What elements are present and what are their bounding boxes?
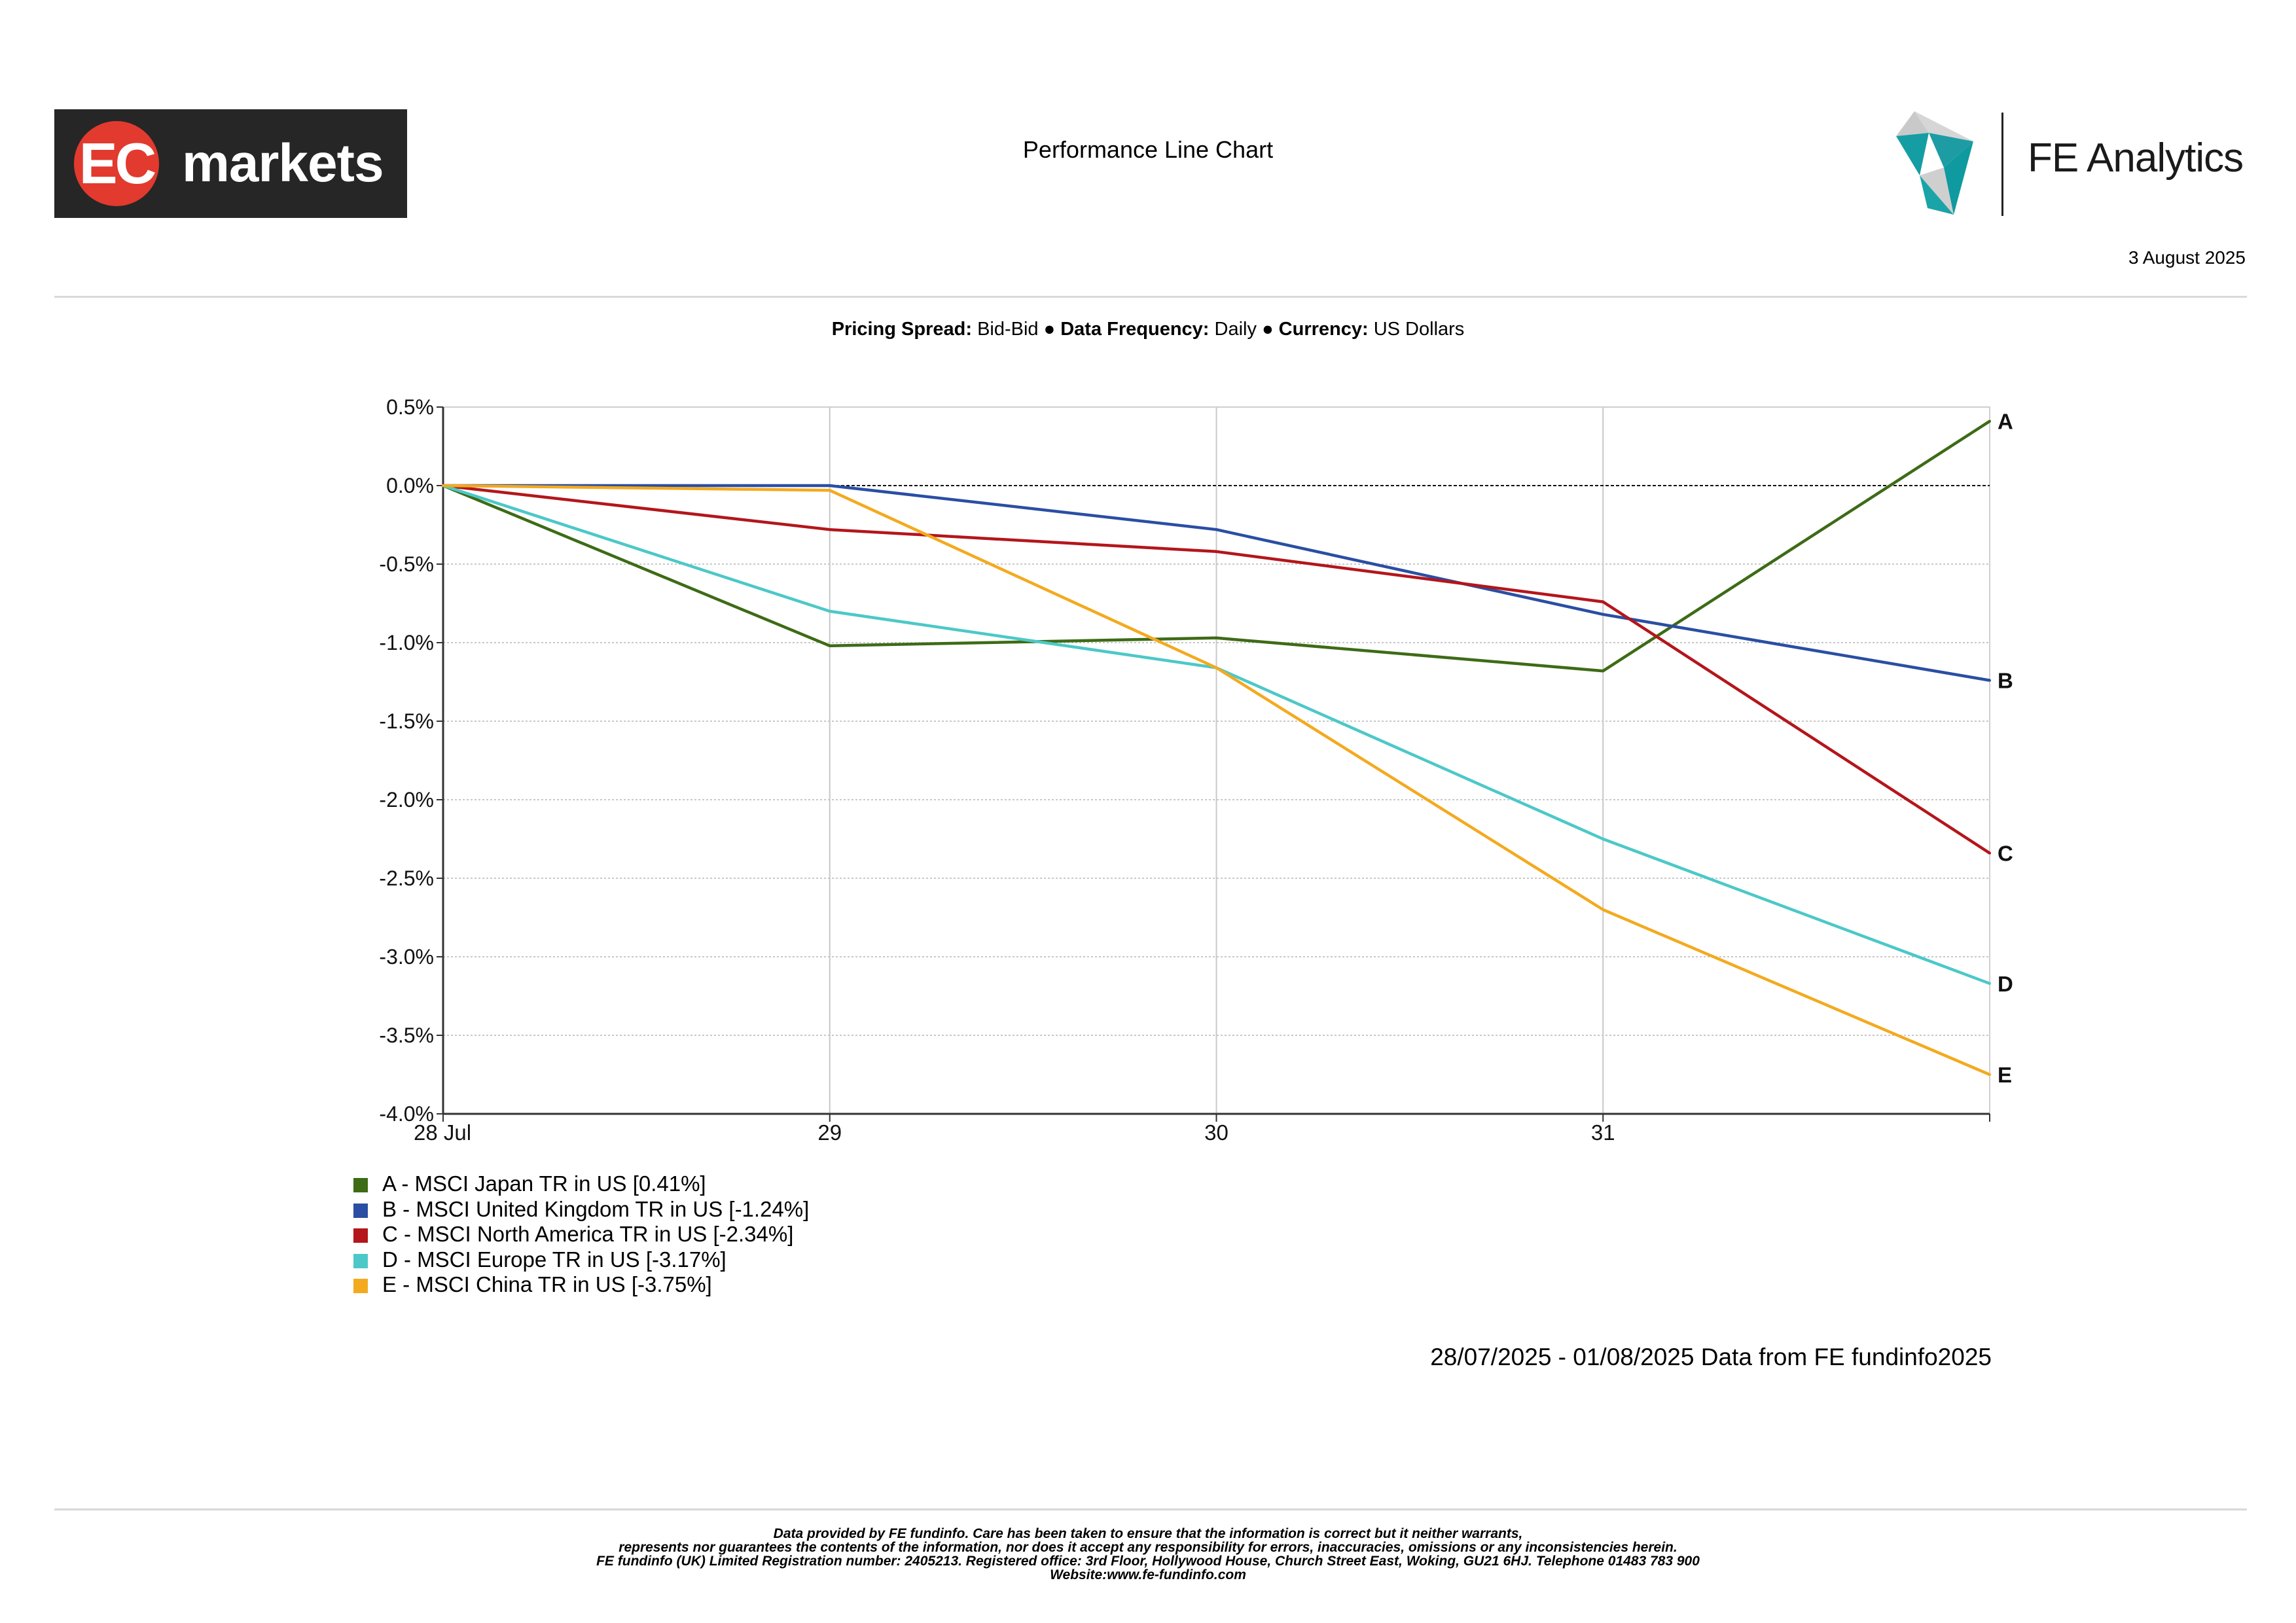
data-point-b xyxy=(1602,613,1605,616)
y-tick-label: 0.5% xyxy=(386,395,434,419)
y-tick-label: -4.0% xyxy=(379,1102,434,1126)
data-point-a xyxy=(1602,669,1605,673)
legend-swatch xyxy=(353,1203,368,1218)
report-date: 3 August 2025 xyxy=(2128,247,2246,268)
data-point-c xyxy=(1988,851,1991,855)
x-tick-label: 30 xyxy=(1204,1120,1229,1145)
separator: ● xyxy=(1262,319,1274,340)
data-point-b xyxy=(828,484,831,487)
footer-divider xyxy=(54,1508,2247,1510)
legend-item: B - MSCI United Kingdom TR in US [-1.24%… xyxy=(353,1197,809,1222)
legend-label: C - MSCI North America TR in US [-2.34%] xyxy=(382,1222,794,1246)
series-end-label: E xyxy=(1998,1063,2012,1087)
separator: ● xyxy=(1043,319,1056,340)
legend-swatch xyxy=(353,1279,368,1293)
fe-analytics-logo-icon xyxy=(1896,111,1973,215)
series-end-label: C xyxy=(1998,842,2013,866)
data-point-e xyxy=(1602,908,1605,911)
disclaimer-line: FE fundinfo (UK) Limited Registration nu… xyxy=(596,1554,1700,1569)
x-tick-label: 31 xyxy=(1591,1120,1615,1145)
logo-circle xyxy=(74,121,159,206)
legend-swatch xyxy=(353,1228,368,1243)
data-point-e xyxy=(1215,666,1218,669)
y-tick-label: -3.0% xyxy=(379,945,434,969)
data-source-footnote: 28/07/2025 - 01/08/2025 Data from FE fun… xyxy=(1430,1344,1992,1370)
data-point-b xyxy=(1215,528,1218,531)
data-point-e xyxy=(828,489,831,492)
y-tick-label: -3.5% xyxy=(379,1024,434,1047)
fe-analytics-brand: FE Analytics xyxy=(2028,135,2244,181)
legend-item: A - MSCI Japan TR in US [0.41%] xyxy=(353,1171,809,1197)
currency-value: US Dollars xyxy=(1373,319,1465,340)
disclaimer: Data provided by FE fundinfo. Care has b… xyxy=(0,1527,2296,1582)
disclaimer-line: Data provided by FE fundinfo. Care has b… xyxy=(773,1526,1523,1541)
currency-label: Currency: xyxy=(1278,319,1369,340)
y-tick-label: -2.5% xyxy=(379,866,434,890)
y-tick-label: -2.0% xyxy=(379,788,434,812)
data-frequency-value: Daily xyxy=(1214,319,1257,340)
data-point-c xyxy=(1602,600,1605,603)
x-tick-label: 29 xyxy=(817,1120,842,1145)
legend-item: D - MSCI Europe TR in US [-3.17%] xyxy=(353,1247,809,1273)
data-point-c xyxy=(1215,550,1218,553)
legend-label: E - MSCI China TR in US [-3.75%] xyxy=(382,1272,712,1296)
data-point-a xyxy=(1215,636,1218,639)
logo-ec-text: EC xyxy=(79,131,156,196)
chart-settings: Pricing Spread: Bid-Bid ● Data Frequency… xyxy=(0,319,2296,340)
y-tick-label: 0.0% xyxy=(386,474,434,497)
disclaimer-line: represents nor guarantees the contents o… xyxy=(619,1540,1677,1555)
data-point-d xyxy=(828,610,831,613)
data-point-b xyxy=(1988,679,1991,682)
chart-legend: A - MSCI Japan TR in US [0.41%] B - MSCI … xyxy=(353,1171,809,1298)
data-point-c xyxy=(828,528,831,531)
y-tick-label: -1.0% xyxy=(379,631,434,654)
header-divider xyxy=(54,296,2247,298)
logo-markets-text: markets xyxy=(182,134,384,193)
data-point-d xyxy=(1602,838,1605,840)
page-title: Performance Line Chart xyxy=(1022,136,1274,163)
series-end-label: B xyxy=(1998,669,2013,693)
data-frequency-label: Data Frequency: xyxy=(1060,319,1210,340)
data-point-a xyxy=(1988,419,1991,423)
pricing-spread-label: Pricing Spread: xyxy=(831,319,973,340)
legend-swatch xyxy=(353,1178,368,1192)
legend-label: D - MSCI Europe TR in US [-3.17%] xyxy=(382,1247,726,1272)
legend-label: B - MSCI United Kingdom TR in US [-1.24%… xyxy=(382,1196,810,1221)
pricing-spread-value: Bid-Bid xyxy=(977,319,1039,340)
legend-swatch xyxy=(353,1253,368,1268)
legend-item: E - MSCI China TR in US [-3.75%] xyxy=(353,1272,809,1298)
ec-markets-logo: EC markets xyxy=(54,109,407,218)
data-point-d xyxy=(1988,982,1991,985)
series-end-label: D xyxy=(1998,972,2013,996)
data-point-e xyxy=(442,484,444,487)
data-point-e xyxy=(1988,1073,1991,1076)
x-tick-label: 28 Jul xyxy=(414,1120,471,1145)
legend-label: A - MSCI Japan TR in US [0.41%] xyxy=(382,1171,706,1196)
series-end-label: A xyxy=(1998,410,2013,434)
disclaimer-line: Website:www.fe-fundinfo.com xyxy=(1050,1567,1246,1582)
data-point-a xyxy=(828,644,831,647)
logo-divider xyxy=(2001,113,2003,216)
y-tick-label: -1.5% xyxy=(379,709,434,733)
y-tick-label: -0.5% xyxy=(379,552,434,576)
legend-item: C - MSCI North America TR in US [-2.34%] xyxy=(353,1222,809,1247)
